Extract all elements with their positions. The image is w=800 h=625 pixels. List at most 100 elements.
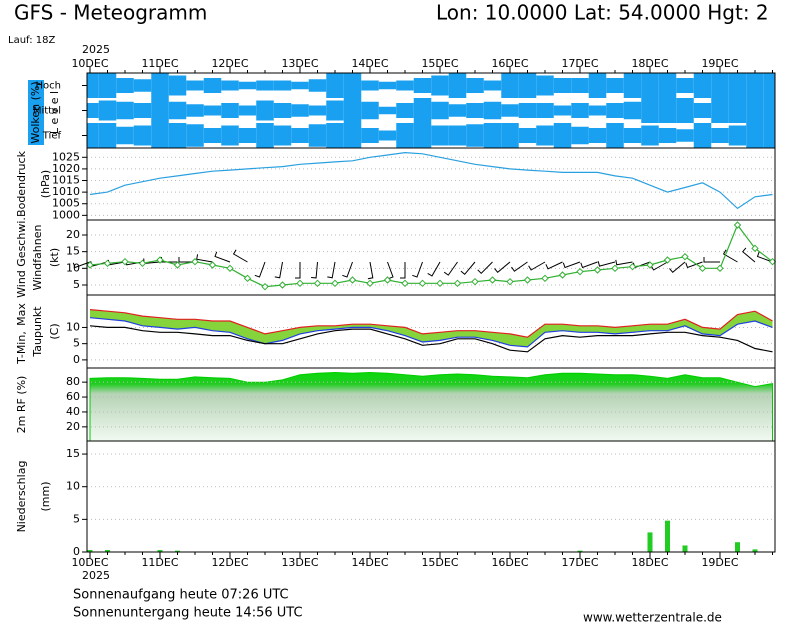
- wind-line: [89, 223, 773, 288]
- x-tick-label: 15DEC: [421, 556, 458, 569]
- cloud-cell: [116, 101, 134, 120]
- level-label: Mittel: [33, 106, 61, 117]
- cloud-cell: [343, 73, 362, 98]
- wind-barb: [311, 261, 318, 279]
- humidity-area: [89, 371, 773, 442]
- wind-marker: [191, 257, 199, 266]
- wind-barb: [756, 251, 773, 263]
- cloud-cell: [536, 75, 554, 96]
- cloud-cell: [221, 80, 239, 91]
- wind-marker: [488, 276, 497, 284]
- y-tick-label: 1020: [52, 162, 80, 175]
- x-tick-label: 12DEC: [211, 556, 248, 569]
- cloud-cell: [623, 101, 642, 120]
- precip-bar: [157, 550, 163, 552]
- cloud-cell: [571, 126, 589, 145]
- cloud-cell: [536, 125, 554, 146]
- cloud-cell: [711, 128, 729, 143]
- location: Lon: 10.0000 Lat: 54.0000 Hgt: 2: [436, 1, 769, 25]
- cloud-cell: [466, 124, 484, 147]
- cloud-cell: [571, 78, 589, 93]
- wind-marker: [226, 264, 234, 273]
- cloud-cell: [536, 103, 554, 118]
- cloud-cell: [501, 123, 519, 148]
- cloud-cell: [431, 75, 449, 96]
- wind-marker: [523, 276, 532, 284]
- cloud-cell: [221, 125, 239, 146]
- y-tick-label: 1025: [52, 150, 80, 163]
- y-unit: (hPa): [39, 170, 52, 198]
- y-tick-label: 60: [66, 390, 80, 403]
- precip-bar: [105, 550, 110, 552]
- cloud-cell: [186, 124, 204, 147]
- wind-barb: [327, 261, 336, 279]
- wind-barb: [214, 251, 231, 263]
- wind-marker: [698, 264, 707, 273]
- precip-bar: [752, 549, 758, 552]
- cloud-cell: [483, 101, 502, 120]
- cloud-cell: [466, 78, 484, 93]
- wind-marker: [366, 279, 374, 288]
- y-tick-label: 1015: [52, 174, 80, 187]
- cloud-cell: [168, 123, 187, 148]
- cloud-cell: [606, 123, 624, 148]
- x-tick-label: 18DEC: [631, 57, 668, 70]
- wind-marker: [156, 256, 164, 264]
- wind-barb: [545, 261, 563, 270]
- cloud-cell: [448, 125, 467, 146]
- cloud-cell: [151, 98, 169, 123]
- cloud-cell: [203, 78, 222, 93]
- wind-marker: [208, 261, 217, 269]
- wind-marker: [716, 264, 724, 273]
- cloud-cell: [291, 104, 309, 117]
- wind-marker: [611, 264, 619, 273]
- y-tick-label: 1010: [52, 185, 80, 198]
- y-tick-label: 20: [66, 228, 80, 241]
- cloud-cell: [98, 100, 117, 121]
- cloud-cell: [361, 128, 379, 143]
- wind-barb: [72, 261, 91, 269]
- wind-barb: [232, 249, 248, 263]
- cloud-cell: [343, 98, 362, 123]
- cloud-cell: [308, 79, 327, 92]
- cloud-cell: [641, 98, 659, 123]
- y-label: 2m RF (%): [15, 376, 28, 434]
- x-tick-label: 17DEC: [561, 57, 598, 70]
- y-tick-label: 15: [66, 447, 80, 460]
- cloud-cell: [728, 73, 747, 98]
- cloud-cell: [641, 73, 659, 98]
- legend-label: Taupunkt: [31, 306, 44, 358]
- cloud-cell: [518, 103, 537, 118]
- sunrise: Sonnenaufgang heute 07:26 UTC: [73, 588, 289, 603]
- cloud-cell: [693, 123, 712, 148]
- x-tick-label: 16DEC: [491, 57, 528, 70]
- cloud-cell: [87, 73, 99, 98]
- cloud-cell: [728, 98, 747, 123]
- level-label: Tief: [42, 131, 62, 142]
- wind-marker: [733, 221, 742, 229]
- temp-line: [89, 325, 773, 353]
- cloud-cell: [186, 80, 204, 91]
- wind-barb: [703, 257, 720, 263]
- wind-barb: [477, 261, 493, 275]
- x-tick-label: 17DEC: [561, 556, 598, 569]
- wind-marker: [471, 277, 479, 286]
- cloud-cell: [87, 123, 99, 148]
- cloud-cell: [378, 106, 397, 115]
- y-unit: (mm): [39, 481, 52, 511]
- x-tick-label: 10DEC: [71, 57, 108, 70]
- y-label: Wolken (%): [29, 81, 42, 143]
- wind-marker: [663, 256, 672, 264]
- precip-bar: [577, 550, 583, 552]
- wind-marker: [86, 261, 94, 269]
- cloud-cell: [116, 126, 134, 145]
- x-tick-label: 13DEC: [281, 556, 318, 569]
- cloud-cell: [763, 98, 775, 123]
- temp-range: [90, 309, 773, 347]
- wind-barb: [669, 261, 686, 274]
- cloud-cell: [168, 101, 187, 120]
- y-label: Bodendruck: [15, 150, 28, 217]
- cloud-label-box: [28, 80, 44, 145]
- cloud-cell: [763, 123, 775, 148]
- cloud-cell: [378, 130, 397, 141]
